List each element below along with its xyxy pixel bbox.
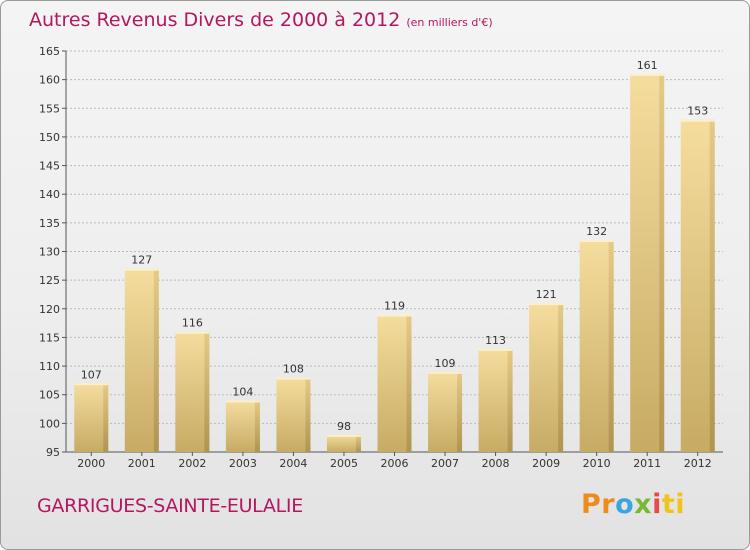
bar xyxy=(478,348,513,452)
data-label: 107 xyxy=(81,368,102,381)
bar xyxy=(225,400,260,452)
x-tick-label: 2012 xyxy=(684,457,712,470)
data-label: 104 xyxy=(232,385,253,398)
y-tick-label: 130 xyxy=(39,246,60,259)
bar xyxy=(124,268,159,452)
bar-shade xyxy=(103,383,109,452)
bar xyxy=(175,331,210,452)
bar-shade xyxy=(659,73,665,453)
data-label: 113 xyxy=(485,334,506,347)
bar-top xyxy=(428,371,463,374)
data-label: 127 xyxy=(131,254,152,267)
proxiti-logo: Proxiti xyxy=(581,489,685,520)
bar-top xyxy=(630,73,665,76)
bar xyxy=(428,371,463,452)
chart-subtitle: (en milliers d'€) xyxy=(406,16,493,29)
y-tick-label: 150 xyxy=(39,131,60,144)
x-tick-label: 2004 xyxy=(279,457,307,470)
x-tick-label: 2003 xyxy=(229,457,257,470)
bar xyxy=(74,383,109,452)
x-tick-label: 2001 xyxy=(128,457,156,470)
bar xyxy=(326,434,361,452)
logo-part: i xyxy=(652,489,662,520)
logo-part: x xyxy=(634,489,653,520)
bar-top xyxy=(74,383,109,386)
bar-shade xyxy=(355,434,361,452)
chart-title: Autres Revenus Divers de 2000 à 2012 (en … xyxy=(29,9,493,31)
bar-shade xyxy=(406,314,412,452)
bar-shade xyxy=(153,268,159,452)
bar-top xyxy=(377,314,412,317)
bar-shade xyxy=(558,303,564,452)
logo-part: Pr xyxy=(581,489,616,520)
y-tick-label: 135 xyxy=(39,217,60,230)
bar-top xyxy=(579,240,614,243)
y-tick-label: 145 xyxy=(39,160,60,173)
bar xyxy=(680,119,715,452)
bar-shade xyxy=(709,119,715,452)
data-label: 153 xyxy=(687,105,708,118)
x-tick-label: 2009 xyxy=(532,457,560,470)
bar-shade xyxy=(204,331,210,452)
x-tick-label: 2000 xyxy=(77,457,105,470)
data-label: 116 xyxy=(182,317,203,330)
bar xyxy=(529,303,564,452)
data-label: 161 xyxy=(637,59,658,72)
y-tick-label: 125 xyxy=(39,274,60,287)
data-label: 132 xyxy=(586,225,607,238)
y-tick-label: 110 xyxy=(39,360,60,373)
data-label: 121 xyxy=(536,288,557,301)
bar-top xyxy=(175,331,210,334)
x-tick-label: 2011 xyxy=(633,457,661,470)
bar-shade xyxy=(608,240,614,452)
y-tick-label: 155 xyxy=(39,102,60,115)
bar-shade xyxy=(507,348,513,452)
bar-top xyxy=(276,377,311,380)
y-tick-label: 165 xyxy=(39,45,60,58)
commune-name: GARRIGUES-SAINTE-EULALIE xyxy=(37,495,303,517)
x-tick-label: 2010 xyxy=(583,457,611,470)
x-tick-label: 2005 xyxy=(330,457,358,470)
y-tick-label: 95 xyxy=(46,446,60,459)
x-tick-label: 2007 xyxy=(431,457,459,470)
bar xyxy=(377,314,412,452)
data-label: 119 xyxy=(384,300,405,313)
data-label: 98 xyxy=(337,420,351,433)
bar-top xyxy=(680,119,715,122)
bar xyxy=(276,377,311,452)
x-tick-label: 2008 xyxy=(482,457,510,470)
data-label: 109 xyxy=(435,357,456,370)
y-tick-label: 105 xyxy=(39,389,60,402)
bar-top xyxy=(529,303,564,306)
x-tick-label: 2006 xyxy=(381,457,409,470)
bar-top xyxy=(326,434,361,437)
data-label: 108 xyxy=(283,363,304,376)
bar-shade xyxy=(305,377,311,452)
bar xyxy=(630,73,665,453)
bar-top xyxy=(478,348,513,351)
y-tick-label: 140 xyxy=(39,188,60,201)
y-tick-label: 120 xyxy=(39,303,60,316)
y-tick-label: 160 xyxy=(39,74,60,87)
bar xyxy=(579,240,614,452)
logo-part: ti xyxy=(661,489,686,520)
logo-part: o xyxy=(615,489,635,520)
chart-title-text: Autres Revenus Divers de 2000 à 2012 xyxy=(29,9,401,31)
bar-top xyxy=(225,400,260,403)
y-tick-label: 100 xyxy=(39,417,60,430)
y-tick-label: 115 xyxy=(39,331,60,344)
bar-top xyxy=(124,268,159,271)
x-tick-label: 2002 xyxy=(178,457,206,470)
bar-shade xyxy=(254,400,260,452)
bar-shade xyxy=(457,371,463,452)
